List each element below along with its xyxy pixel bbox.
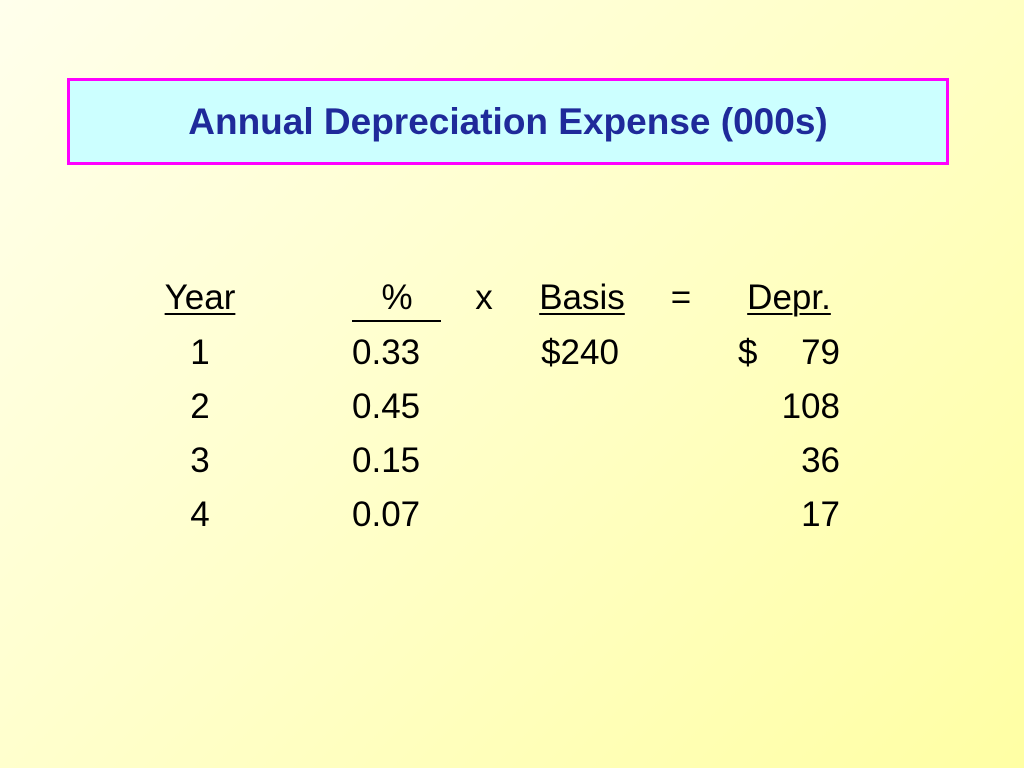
depreciation: 79	[801, 333, 840, 372]
percent: 0.07	[352, 495, 421, 534]
percent: 0.15	[352, 441, 421, 480]
depreciation: 108	[781, 387, 840, 426]
header-times: x	[475, 278, 493, 317]
percent: 0.33	[352, 333, 421, 372]
year: 1	[190, 333, 210, 372]
header-depr: Depr.	[747, 278, 831, 317]
title-box: Annual Depreciation Expense (000s)	[67, 78, 949, 165]
currency: $	[738, 333, 758, 372]
year: 4	[190, 495, 210, 534]
header-percent: %	[381, 278, 413, 317]
header-equals: =	[670, 278, 692, 317]
header-basis: Basis	[539, 278, 625, 317]
percent: 0.45	[352, 387, 421, 426]
depreciation: 36	[801, 441, 840, 480]
header-year: Year	[164, 278, 236, 317]
year: 3	[190, 441, 210, 480]
title: Annual Depreciation Expense (000s)	[188, 100, 828, 142]
depreciation: 17	[801, 495, 840, 534]
basis: $240	[541, 333, 619, 372]
percent-underline	[352, 320, 441, 322]
year: 2	[190, 387, 210, 426]
